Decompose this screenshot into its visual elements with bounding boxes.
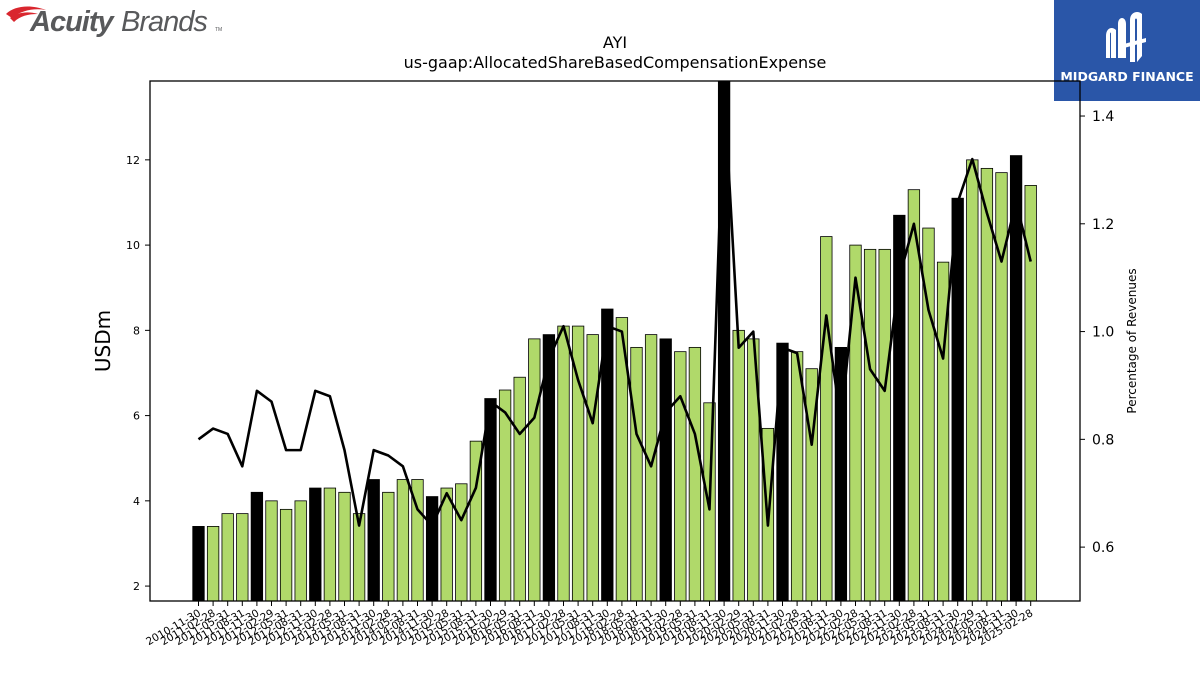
bars-layer [192,80,1037,602]
bar [790,351,804,602]
logo-text-brands: Brands [121,6,207,38]
logo-tm: TM [215,27,222,33]
bar [294,500,307,602]
bar [265,500,278,602]
midgard-finance-logo: MIDGARD FINANCE [1054,0,1200,101]
y-axis-label: USDm [91,310,115,372]
bar [221,513,234,602]
bar [557,325,570,602]
bar [674,351,687,602]
bar [878,248,891,602]
logo-text-acuity: Acuity [29,6,116,38]
bar [980,167,994,602]
y-axis: 2 4 6 8 10 12 [126,154,150,593]
midgard-emblem-icon [1106,12,1146,62]
plot-frame [149,80,1081,602]
y2-tick-label: 1.2 [1092,217,1114,233]
y-tick-label: 10 [126,239,140,252]
midgard-finance-text: MIDGARD FINANCE [1060,69,1193,84]
bar [820,236,833,602]
bar [644,334,658,602]
x-axis: 2010-11-302011-02-282011-05-312011-08-31… [144,601,1035,648]
bar [367,479,380,602]
bar [732,329,745,602]
bar [586,334,599,602]
swoosh-inner-icon [10,12,38,22]
chart-subtitle: us-gaap:AllocatedShareBasedCompensationE… [404,53,827,72]
bar [206,526,220,602]
y2-tick-label: 0.8 [1092,432,1114,448]
y-tick-label: 12 [126,154,140,167]
bar [863,248,877,602]
line-series-percentage-of-revenues [197,87,1032,527]
bar [425,496,439,602]
bar [498,389,512,602]
y2-tick-label: 0.6 [1092,540,1114,556]
y2-axis-label: Percentage of Revenues [1125,268,1139,413]
bar [528,338,541,602]
y2-axis: 0.6 0.8 1.0 1.2 1.4 [1080,109,1114,556]
bar [192,526,205,602]
bar [250,491,264,602]
bar [455,483,468,602]
y-tick-label: 2 [133,580,140,593]
acuity-brands-logo: Acuity Brands TM [4,2,234,38]
bar [688,346,702,602]
bar [382,491,395,602]
y-tick-label: 4 [133,495,140,508]
bar [309,487,322,602]
y-tick-label: 6 [133,410,140,423]
bar [323,487,337,602]
bar [513,376,526,602]
bar [279,508,293,602]
y2-tick-label: 1.0 [1092,325,1114,341]
bar [338,491,351,602]
line-layer [197,87,1032,527]
bar [995,172,1008,602]
y-tick-label: 8 [133,324,140,337]
bar [236,513,249,602]
chart-title: AYI [603,33,627,52]
bar [966,159,979,602]
y2-tick-label: 1.4 [1092,109,1114,125]
bar [659,338,672,602]
bar [396,479,410,602]
bar [630,346,643,602]
